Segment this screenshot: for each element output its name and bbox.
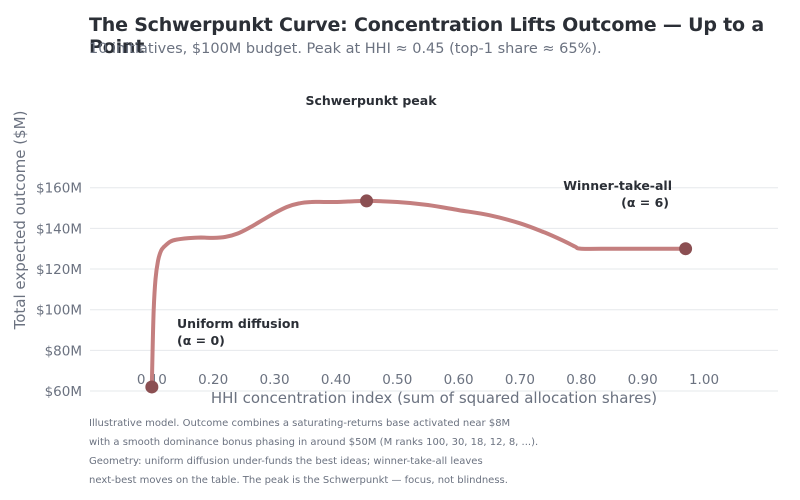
note-line: Geometry: uniform diffusion under-funds … [89, 456, 483, 467]
y-tick-labels: $60M $80M $100M $120M $140M $160M [36, 181, 82, 400]
x-tick-label: 0.90 [628, 372, 658, 388]
y-tick-label: $80M [45, 343, 82, 359]
x-tick-label: 0.40 [321, 372, 351, 388]
x-tick-label: 0.50 [382, 372, 412, 388]
x-tick-label: 0.60 [444, 372, 474, 388]
annotation-winner-line2: (α = 6) [621, 195, 669, 210]
chart-notes: Illustrative model. Outcome combines a s… [89, 414, 538, 490]
note-line: Illustrative model. Outcome combines a s… [89, 418, 511, 429]
annotation-uniform-line2: (α = 0) [177, 333, 225, 348]
grid-lines [90, 187, 778, 392]
annotation-uniform-line1: Uniform diffusion [177, 316, 299, 331]
x-tick-label: 1.00 [689, 372, 719, 388]
y-tick-label: $60M [45, 384, 82, 400]
y-tick-label: $160M [36, 181, 82, 197]
x-axis-label: HHI concentration index (sum of squared … [211, 389, 657, 407]
y-axis-label: Total expected outcome ($M) [11, 111, 29, 331]
x-tick-labels: 0.10 0.20 0.30 0.40 0.50 0.60 0.70 0.80 0.90 1.00 [137, 372, 719, 388]
chart-title: The Schwerpunkt Curve: Concentration Lif… [89, 14, 764, 58]
x-tick-label: 0.30 [260, 372, 290, 388]
series-line [149, 198, 688, 389]
y-tick-label: $100M [36, 303, 82, 319]
y-tick-label: $140M [36, 221, 82, 237]
data-marker [679, 242, 693, 256]
annotation-winner-line1: Winner-take-all [563, 178, 672, 193]
data-marker [360, 194, 374, 208]
data-markers [145, 194, 693, 394]
note-line: next-best moves on the table. The peak i… [89, 475, 508, 486]
chart-canvas: $60M$80M$100M$120M$140M$160M 0.10 0.20 0.3… [11, 93, 778, 407]
x-tick-label: 0.70 [505, 372, 535, 388]
note-line: with a smooth dominance bonus phasing in… [89, 437, 539, 448]
y-tick-label: $120M [36, 262, 82, 278]
data-marker [145, 380, 159, 394]
annotation-peak: Schwerpunkt peak [305, 93, 437, 108]
x-tick-label: 0.80 [566, 372, 596, 388]
x-tick-label: 0.20 [198, 372, 228, 388]
chart-subtitle: 10 initiatives, $100M budget. Peak at HH… [89, 41, 602, 57]
